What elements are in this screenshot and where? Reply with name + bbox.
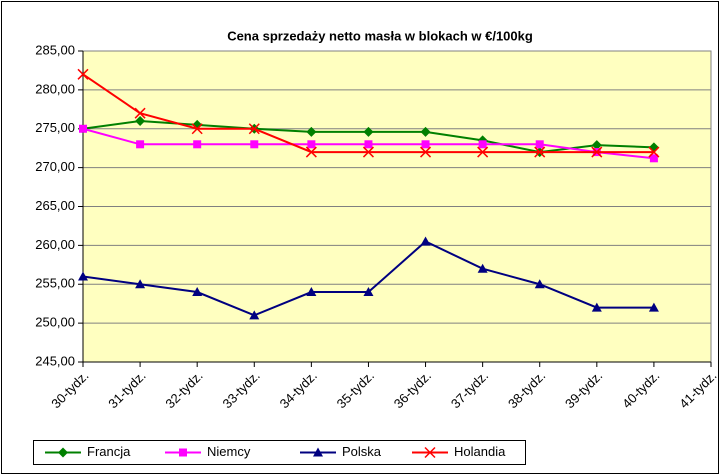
legend-label: Francja (87, 444, 131, 459)
marker (306, 287, 317, 297)
marker (420, 126, 431, 137)
legend-label: Niemcy (207, 444, 251, 459)
legend-item: Polska (300, 444, 382, 459)
marker (477, 146, 489, 158)
marker (649, 154, 658, 163)
legend-item: Holandia (412, 444, 506, 459)
y-tick-label: 270,00 (35, 159, 75, 174)
legend: Francja Niemcy Polska Holandia (33, 440, 526, 465)
marker (591, 302, 602, 312)
y-tick-label: 275,00 (35, 120, 75, 135)
marker (534, 146, 546, 158)
marker (79, 124, 87, 133)
marker (305, 146, 317, 158)
marker (313, 447, 323, 457)
y-tick-label: 265,00 (35, 198, 75, 213)
y-tick-label: 245,00 (35, 353, 75, 368)
marker (58, 447, 68, 458)
marker (191, 123, 203, 135)
marker (192, 287, 203, 297)
marker (249, 310, 260, 320)
marker (248, 123, 260, 135)
marker (535, 140, 544, 149)
marker (420, 236, 431, 246)
marker (591, 146, 603, 158)
legend-label: Holandia (454, 444, 506, 459)
marker (306, 126, 317, 137)
marker (136, 140, 145, 149)
y-tick-label: 285,00 (35, 42, 75, 57)
marker (135, 279, 146, 289)
y-tick-label: 255,00 (35, 276, 75, 291)
marker (78, 271, 88, 281)
legend-label: Polska (342, 444, 382, 459)
y-tick-label: 280,00 (35, 81, 75, 96)
marker (307, 140, 316, 149)
y-tick-label: 260,00 (35, 237, 75, 252)
legend-item: Francja (45, 444, 131, 459)
marker (250, 140, 259, 149)
marker (362, 146, 374, 158)
marker (179, 448, 187, 457)
marker (364, 140, 373, 149)
marker (134, 107, 146, 119)
marker (591, 140, 602, 151)
marker (421, 140, 430, 149)
marker (363, 287, 374, 297)
marker (77, 68, 89, 80)
marker (363, 126, 374, 137)
marker (534, 279, 545, 289)
marker (193, 140, 202, 149)
marker (478, 140, 487, 149)
marker (648, 302, 659, 312)
marker (424, 446, 436, 459)
chart-title: Cena sprzedaży netto masła w blokach w €… (227, 28, 533, 43)
marker (648, 146, 660, 158)
legend-item: Niemcy (165, 444, 251, 459)
marker (477, 263, 488, 273)
marker (420, 146, 432, 158)
marker (135, 115, 146, 126)
y-tick-label: 250,00 (35, 315, 75, 330)
